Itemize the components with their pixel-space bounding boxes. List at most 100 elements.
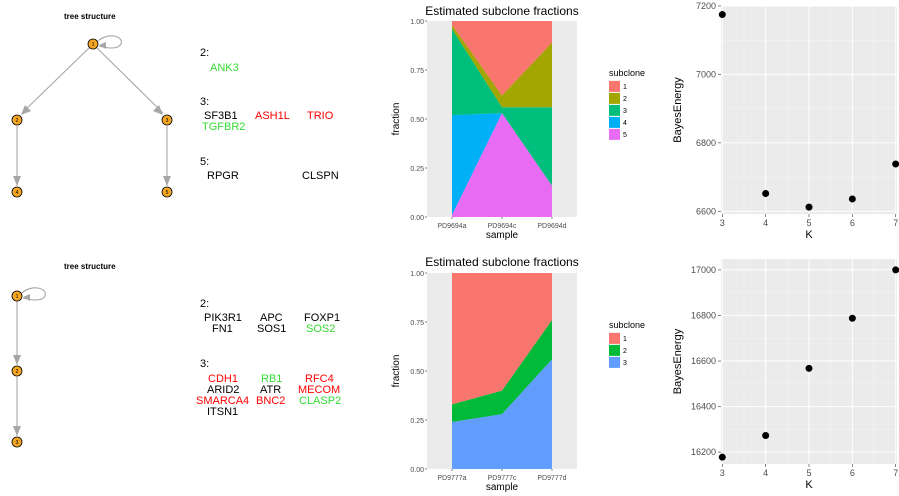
x-tick-label: 3	[720, 218, 725, 228]
tree-self-loop	[97, 35, 122, 49]
subclone-area-chart-top: Estimated subclone fractions 0.00 0.25 0.50…	[391, 4, 645, 241]
y-tick-label: 0.75	[410, 68, 424, 75]
y-tick-label: 16200	[691, 447, 716, 457]
y-tick-label: 0.00	[410, 467, 424, 474]
tree-node: 3	[11, 436, 23, 448]
tree-arrowheads	[13, 294, 30, 436]
y-tick-label: 0.25	[410, 166, 424, 173]
tree-node: 1	[87, 38, 99, 50]
bayes-energy-scatter-bottom: 3 4 5 6 7 16200 16400 16600 16800 17000 K BayesEner…	[672, 259, 899, 491]
tree-nodes: 1 2 3 4 5	[11, 38, 173, 198]
gene-label: RB1	[261, 373, 283, 385]
clone-label: 5:	[200, 156, 210, 168]
gene-label: SOS2	[306, 323, 336, 335]
svg-text:2: 2	[16, 118, 19, 124]
gene-label: RPGR	[207, 170, 239, 182]
svg-text:4: 4	[16, 190, 19, 196]
y-tick-label: 16400	[691, 402, 716, 412]
y-tick-label: 0.00	[410, 215, 424, 222]
x-tick-label: PD9777c	[488, 475, 517, 482]
gene-label: RFC4	[305, 373, 334, 385]
svg-text:3: 3	[16, 440, 19, 446]
x-axis-title: sample	[486, 482, 519, 493]
y-tick-label: 1.00	[410, 271, 424, 278]
svg-text:1: 1	[92, 42, 95, 48]
tree-title: tree structure	[64, 12, 116, 21]
x-tick-label: 3	[720, 468, 725, 478]
y-tick-label: 1.00	[410, 19, 424, 26]
y-tick-label: 16600	[691, 356, 716, 366]
x-tick-label: 6	[850, 218, 855, 228]
gene-label: SOS1	[257, 323, 287, 335]
gene-label: BNC2	[256, 395, 286, 407]
tree-arrowhead	[23, 294, 30, 301]
tree-arrowhead	[21, 105, 31, 115]
tree-node: 2	[11, 114, 23, 126]
svg-text:1: 1	[16, 294, 19, 300]
x-tick-label: 6	[850, 468, 855, 478]
legend-title: subclone	[609, 320, 645, 330]
y-axis-title: fraction	[391, 355, 402, 388]
scatter-point	[718, 11, 726, 19]
legend-label: 3	[623, 108, 627, 115]
legend-swatch	[609, 92, 620, 104]
legend-swatch	[609, 344, 620, 356]
clone-label: 3:	[200, 358, 210, 370]
tree-edge	[96, 47, 164, 114]
tree-edge	[21, 47, 90, 114]
tree-panel-top: tree structure 1 2	[11, 12, 173, 198]
tree-node: 1	[11, 290, 23, 302]
tree-edges	[16, 35, 168, 186]
legend-label: 3	[623, 360, 627, 367]
x-tick-label: 4	[763, 218, 768, 228]
legend-swatch	[609, 116, 620, 128]
tree-arrowhead	[153, 105, 163, 115]
scatter-point	[762, 189, 770, 197]
legend-label: 1	[623, 84, 627, 91]
gene-label: SMARCA4	[196, 395, 250, 407]
scatter-point	[805, 203, 813, 211]
svg-text:5: 5	[166, 190, 169, 196]
chart-title: Estimated subclone fractions	[425, 4, 578, 18]
area-series-1	[452, 273, 552, 405]
legend-label: 2	[623, 96, 627, 103]
gene-label: APC	[260, 312, 283, 324]
x-tick-label: 7	[893, 218, 898, 228]
svg-text:2: 2	[16, 369, 19, 375]
tree-edges	[16, 287, 46, 436]
y-tick-label: 6600	[696, 206, 716, 216]
scatter-point	[805, 364, 813, 372]
y-tick-label: 17000	[691, 265, 716, 275]
x-tick-label: PD9694c	[488, 223, 517, 230]
legend-label: 4	[623, 120, 627, 127]
y-tick-label: 0.50	[410, 117, 424, 124]
clone-label: 2:	[200, 47, 210, 59]
subclone-area-chart-bottom: Estimated subclone fractions 0.00 0.25 0.50…	[391, 255, 645, 493]
tree-arrowhead	[163, 176, 171, 186]
x-tick-label: 7	[893, 468, 898, 478]
scatter-point	[762, 432, 770, 440]
x-tick-label: 5	[806, 218, 811, 228]
gene-label: ARID2	[207, 384, 240, 396]
y-axis-title: BayesEnergy	[672, 77, 684, 143]
scatter-point	[848, 314, 856, 322]
tree-panel-bottom: tree structure 1 2 3	[11, 262, 116, 448]
tree-arrowheads	[13, 42, 171, 186]
y-tick-label: 0.25	[410, 418, 424, 425]
gene-label: FN1	[212, 323, 233, 335]
area-series-2	[452, 320, 552, 422]
x-tick-label: PD9694a	[437, 223, 466, 230]
tree-arrowhead	[99, 42, 106, 49]
gene-label: CDH1	[208, 373, 238, 385]
area-series-1	[452, 21, 552, 96]
gene-label: PIK3R1	[204, 312, 242, 324]
y-tick-label: 0.75	[410, 320, 424, 327]
tree-arrowhead	[13, 355, 21, 365]
x-tick-label: 5	[806, 468, 811, 478]
y-tick-label: 6800	[696, 138, 716, 148]
chart-title: Estimated subclone fractions	[425, 255, 578, 269]
legend-swatch	[609, 332, 620, 344]
legend-swatch	[609, 356, 620, 368]
gene-label: FOXP1	[304, 312, 341, 324]
tree-title: tree structure	[64, 262, 116, 271]
